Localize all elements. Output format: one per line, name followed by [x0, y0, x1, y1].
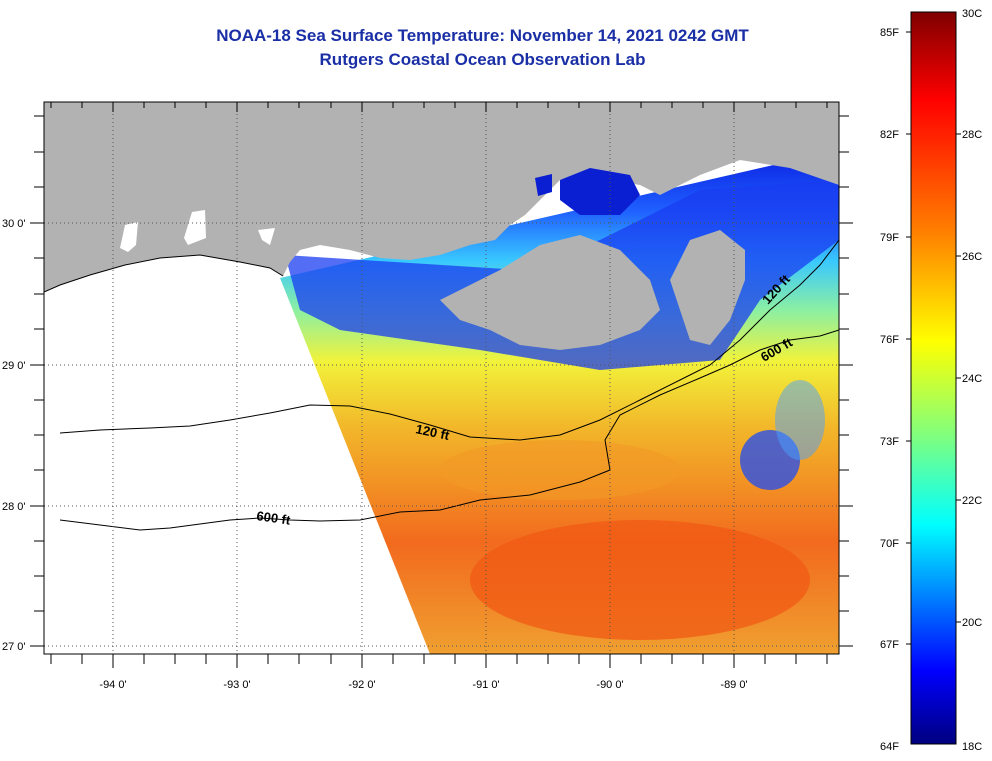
isobath-label: 600 ft — [256, 508, 292, 528]
lake — [120, 222, 138, 252]
colorbar-f-label: 67F — [880, 639, 899, 651]
colorbar-c-label: 30C — [962, 8, 982, 20]
lon-label: -90 0' — [596, 679, 623, 691]
lon-label: -92 0' — [348, 679, 375, 691]
colorbar-c-label: 22C — [962, 495, 982, 507]
colorbar-f-label: 85F — [880, 27, 899, 39]
colorbar-f-label: 73F — [880, 436, 899, 448]
lat-label: 29 0' — [2, 360, 26, 372]
lon-label: -91 0' — [472, 679, 499, 691]
colorbar-f-label: 79F — [880, 232, 899, 244]
inland-water — [535, 174, 552, 196]
lon-label: -94 0' — [99, 679, 126, 691]
inland-water — [560, 168, 640, 215]
grid — [44, 102, 839, 654]
tick-marks — [30, 102, 853, 668]
lon-label: -89 0' — [720, 679, 747, 691]
colorbar-f-label: 76F — [880, 334, 899, 346]
coastline — [44, 254, 284, 293]
map-frame — [43, 101, 840, 655]
isobath-120ft — [59, 239, 839, 441]
colorbar-f-label: 82F — [880, 129, 899, 141]
isobath-600ft — [59, 329, 839, 531]
colorbar — [910, 11, 957, 745]
land — [44, 102, 839, 350]
colorbar-ticks — [906, 31, 961, 645]
cool-patch — [775, 380, 825, 460]
colorbar-f-label: 70F — [880, 538, 899, 550]
lon-label: -93 0' — [223, 679, 250, 691]
lake — [258, 228, 275, 245]
isobath-label: 120 ft — [414, 421, 451, 443]
warm-patch — [470, 520, 810, 640]
lat-label: 30 0' — [2, 218, 26, 230]
lat-label: 27 0' — [2, 641, 26, 653]
colorbar-f-label: 64F — [880, 741, 899, 753]
lake — [184, 210, 206, 245]
map-title: NOAA-18 Sea Surface Temperature: Novembe… — [216, 26, 749, 45]
colorbar-c-label: 18C — [962, 741, 982, 753]
colorbar-c-label: 28C — [962, 129, 982, 141]
map-subtitle: Rutgers Coastal Ocean Observation Lab — [319, 50, 646, 69]
colorbar-c-label: 20C — [962, 617, 982, 629]
colorbar-c-label: 26C — [962, 251, 982, 263]
warm-patch — [440, 440, 680, 500]
colorbar-c-label: 24C — [962, 373, 982, 385]
lat-label: 28 0' — [2, 501, 26, 513]
